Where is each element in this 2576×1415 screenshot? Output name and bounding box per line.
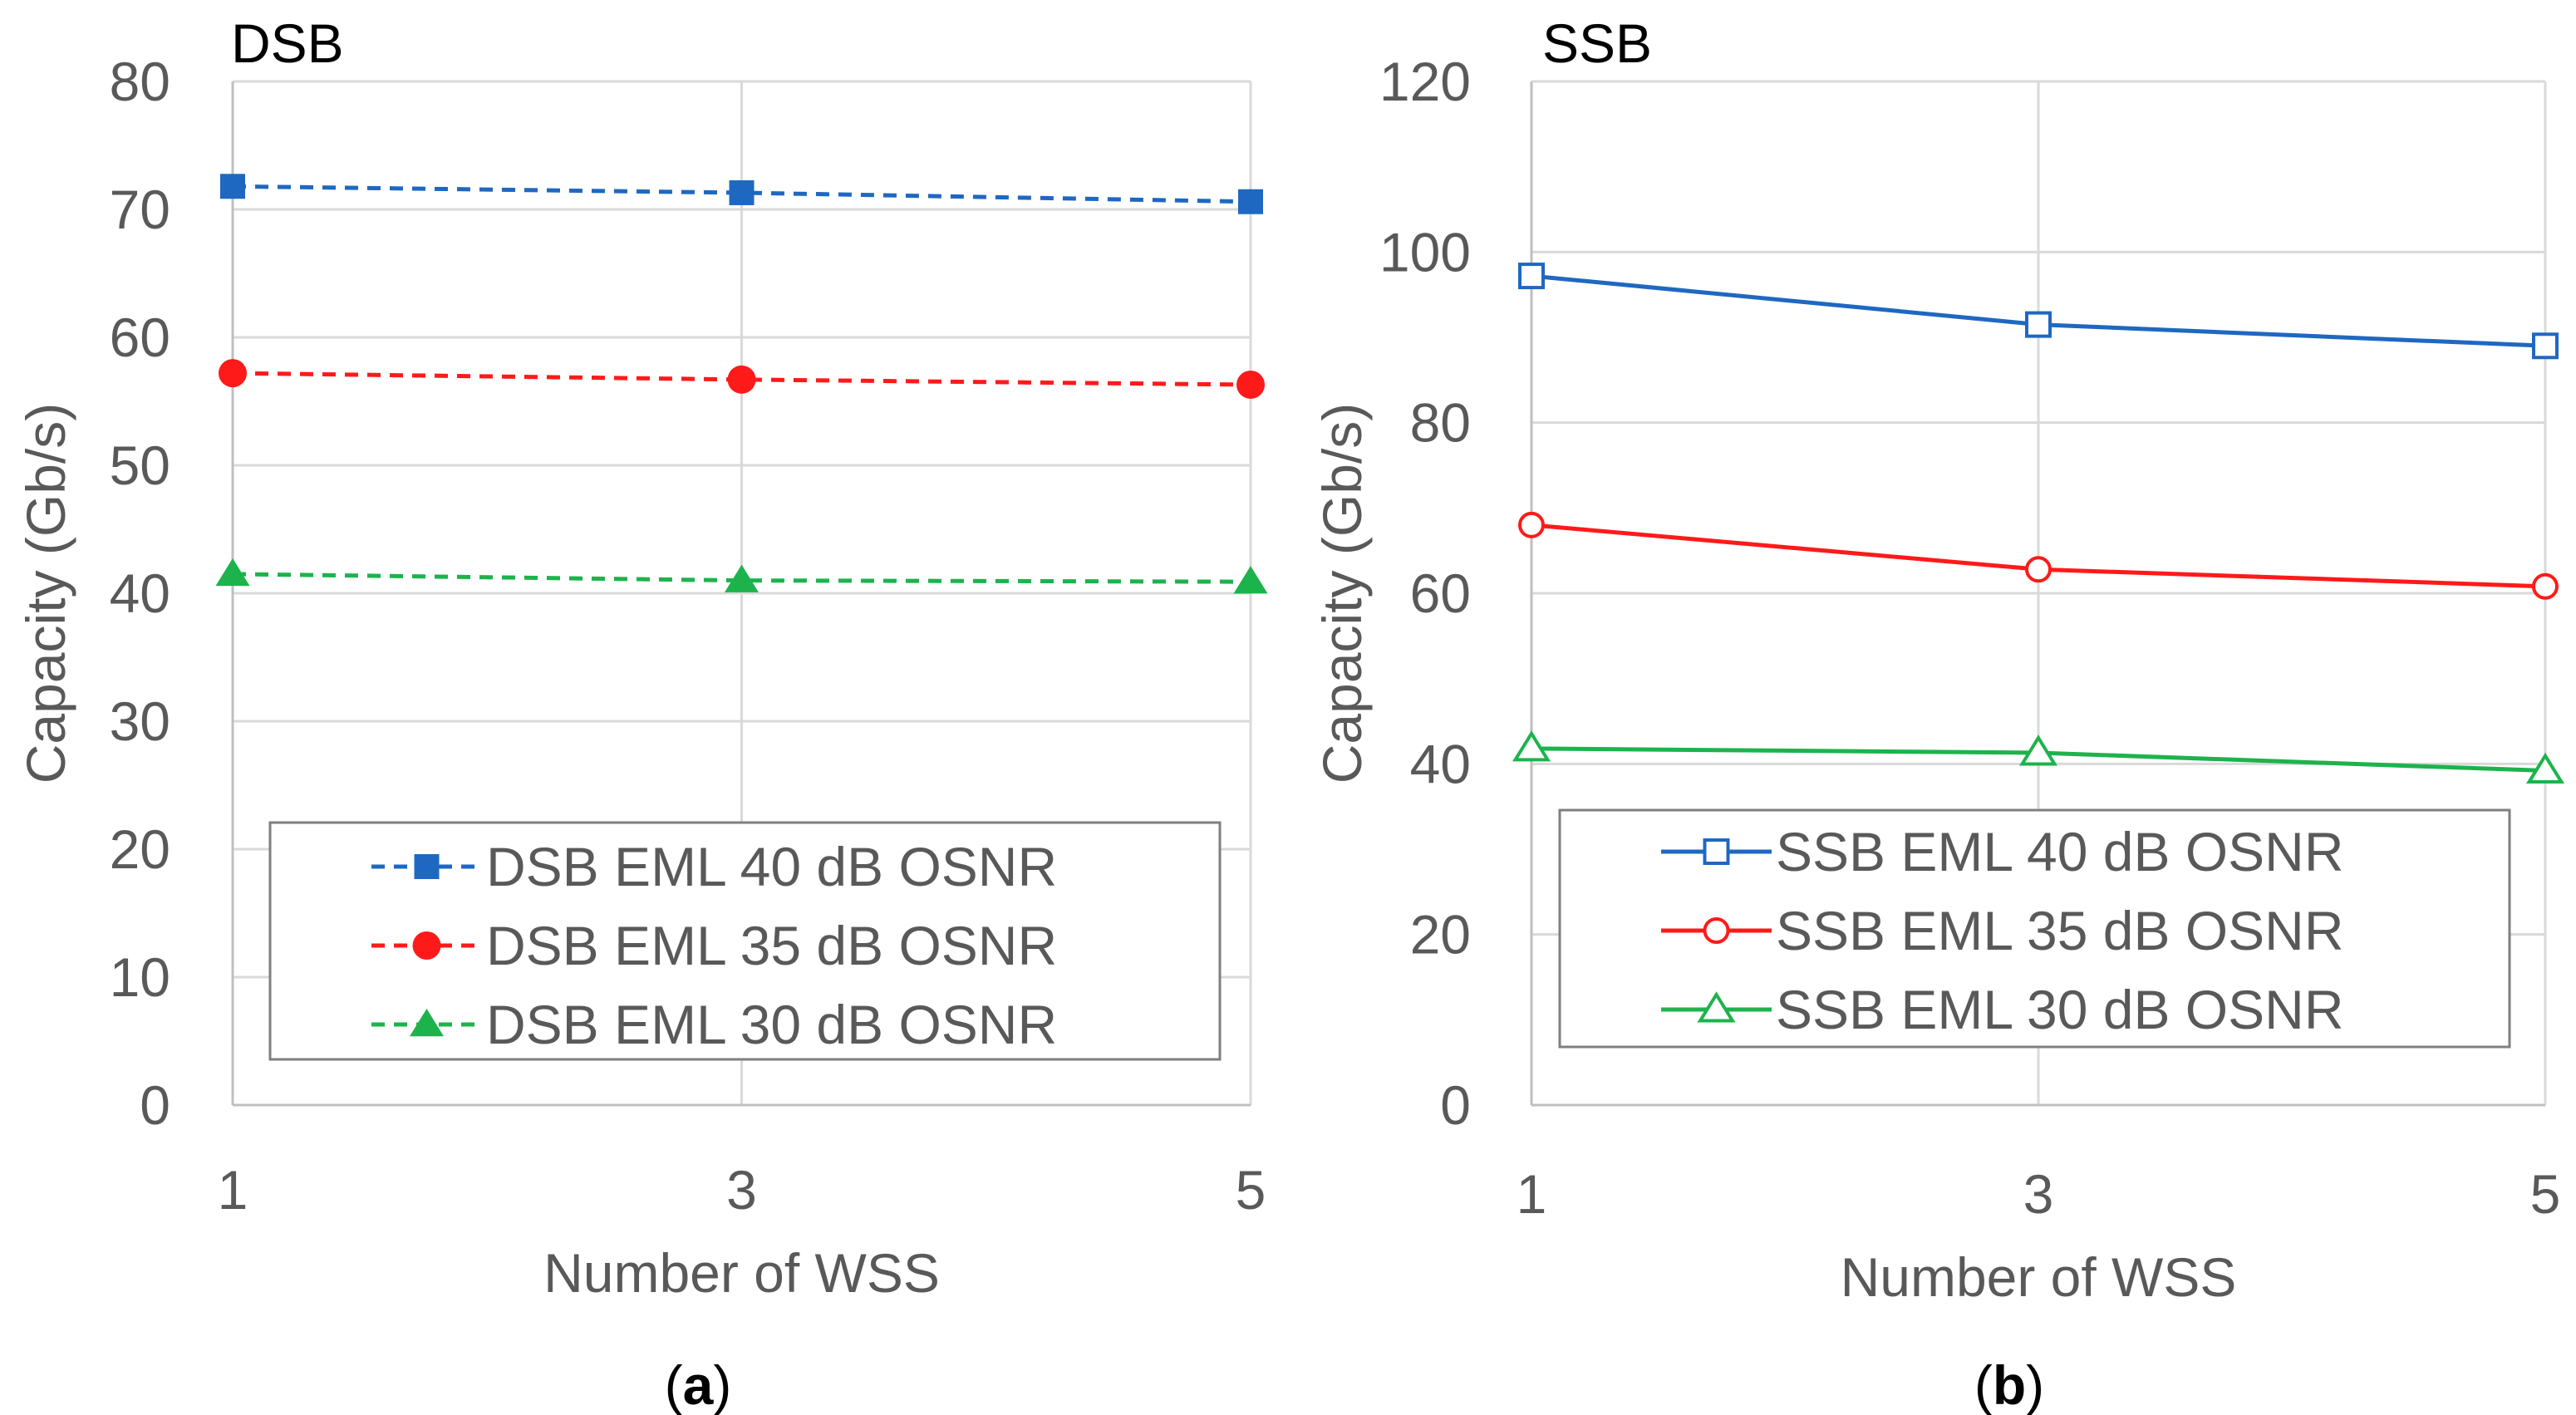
y-tick-label: 50 <box>110 435 170 496</box>
legend: SSB EML 40 dB OSNR SSB EML 35 dB OSNR SSB … <box>1558 808 2511 1049</box>
series-line <box>232 572 1251 584</box>
legend-marker <box>409 1009 445 1037</box>
legend-marker <box>1697 991 1736 1023</box>
legend-label: SSB EML 30 dB OSNR <box>1776 979 2344 1040</box>
y-tick-label: 40 <box>110 563 170 624</box>
y-tick-label: 0 <box>1440 1074 1471 1136</box>
data-point <box>1518 511 1545 538</box>
legend-entry: DSB EML 30 dB OSNR <box>371 994 1057 1055</box>
data-point <box>219 359 247 388</box>
chart-panel-a: 0 10 20 30 40 50 60 70 80 1 3 5 Number of WSS Capacit… <box>15 12 1268 1415</box>
caption-close-paren: ) <box>713 1354 731 1415</box>
panel-caption: (b) <box>1974 1354 2044 1415</box>
data-point <box>2018 735 2058 766</box>
y-tick-label: 20 <box>110 818 170 880</box>
legend-entry: DSB EML 40 dB OSNR <box>371 836 1057 897</box>
y-tick-label: 40 <box>1410 733 1471 794</box>
x-tick-label: 3 <box>726 1159 757 1221</box>
y-tick-label: 80 <box>1410 392 1471 454</box>
legend-label: DSB EML 40 dB OSNR <box>486 836 1057 897</box>
legend-label: DSB EML 30 dB OSNR <box>486 994 1057 1055</box>
legend-label: DSB EML 35 dB OSNR <box>486 915 1057 976</box>
gridlines <box>1531 80 2547 1105</box>
data-point <box>724 564 760 592</box>
x-tick-label: 3 <box>2023 1163 2054 1225</box>
caption-letter: b <box>1993 1354 2026 1415</box>
series-line <box>232 184 1251 204</box>
x-tick-label: 5 <box>1236 1159 1266 1221</box>
data-point <box>220 174 245 199</box>
y-tick-label: 60 <box>1410 563 1471 624</box>
legend-label: SSB EML 40 dB OSNR <box>1776 821 2344 882</box>
data-point <box>729 179 755 205</box>
series-1 <box>220 174 1263 214</box>
legend-entry: SSB EML 40 dB OSNR <box>1661 821 2344 882</box>
series-1 <box>1518 263 2559 360</box>
legend-entry: SSB EML 35 dB OSNR <box>1661 900 2344 961</box>
legend-marker <box>412 931 441 960</box>
x-tick-label: 1 <box>218 1159 248 1221</box>
caption-close-paren: ) <box>2026 1354 2044 1415</box>
data-point <box>2025 311 2052 338</box>
series-3 <box>1512 730 2565 784</box>
data-point <box>1518 263 1545 290</box>
x-tick-label: 5 <box>2530 1163 2561 1225</box>
data-point <box>1238 189 1263 214</box>
panel-title: SSB <box>1542 12 1652 74</box>
data-point <box>2532 572 2559 600</box>
caption-letter: a <box>683 1354 715 1415</box>
legend: DSB EML 40 dB OSNR DSB EML 35 dB OSNR DSB … <box>268 821 1222 1061</box>
y-axis-title: Capacity (Gb/s) <box>1311 403 1373 784</box>
y-tick-label: 100 <box>1379 221 1471 283</box>
y-tick-label: 0 <box>140 1074 170 1136</box>
series-2 <box>1518 511 2559 600</box>
series-2 <box>219 359 1265 399</box>
legend-marker <box>1703 917 1730 944</box>
legend-marker <box>1703 838 1730 865</box>
y-tick-label: 20 <box>1410 904 1471 965</box>
series-line <box>232 371 1251 387</box>
caption-open-paren: ( <box>665 1354 683 1415</box>
legend-entry: DSB EML 35 dB OSNR <box>371 915 1057 976</box>
y-tick-label: 70 <box>110 179 170 240</box>
x-axis-title: Number of WSS <box>543 1242 940 1304</box>
y-tick-label: 80 <box>110 51 170 112</box>
data-point <box>1233 566 1268 594</box>
data-point <box>727 365 756 394</box>
legend-marker <box>414 854 440 879</box>
legend-entry: SSB EML 30 dB OSNR <box>1661 979 2344 1040</box>
data-point <box>2532 332 2559 360</box>
legend-label: SSB EML 35 dB OSNR <box>1776 900 2344 961</box>
series-3 <box>215 558 1268 594</box>
data-point <box>1236 370 1265 399</box>
data-point <box>215 558 250 587</box>
y-axis-title: Capacity (Gb/s) <box>15 403 76 784</box>
y-tick-label: 30 <box>110 690 170 752</box>
data-point <box>2025 556 2052 583</box>
chart-panel-b: 0 20 40 60 80 100 120 1 3 5 Number of WSS Capacity … <box>1311 12 2565 1415</box>
panel-caption: (a) <box>665 1354 732 1415</box>
data-point <box>1512 730 1551 762</box>
y-tick-label: 120 <box>1379 51 1471 112</box>
data-point <box>2525 752 2565 784</box>
caption-open-paren: ( <box>1974 1354 1993 1415</box>
x-tick-label: 1 <box>1517 1163 1547 1225</box>
panel-title: DSB <box>231 12 344 74</box>
x-axis-title: Number of WSS <box>1841 1246 2237 1308</box>
y-tick-label: 60 <box>110 307 170 368</box>
y-tick-label: 10 <box>110 946 170 1008</box>
